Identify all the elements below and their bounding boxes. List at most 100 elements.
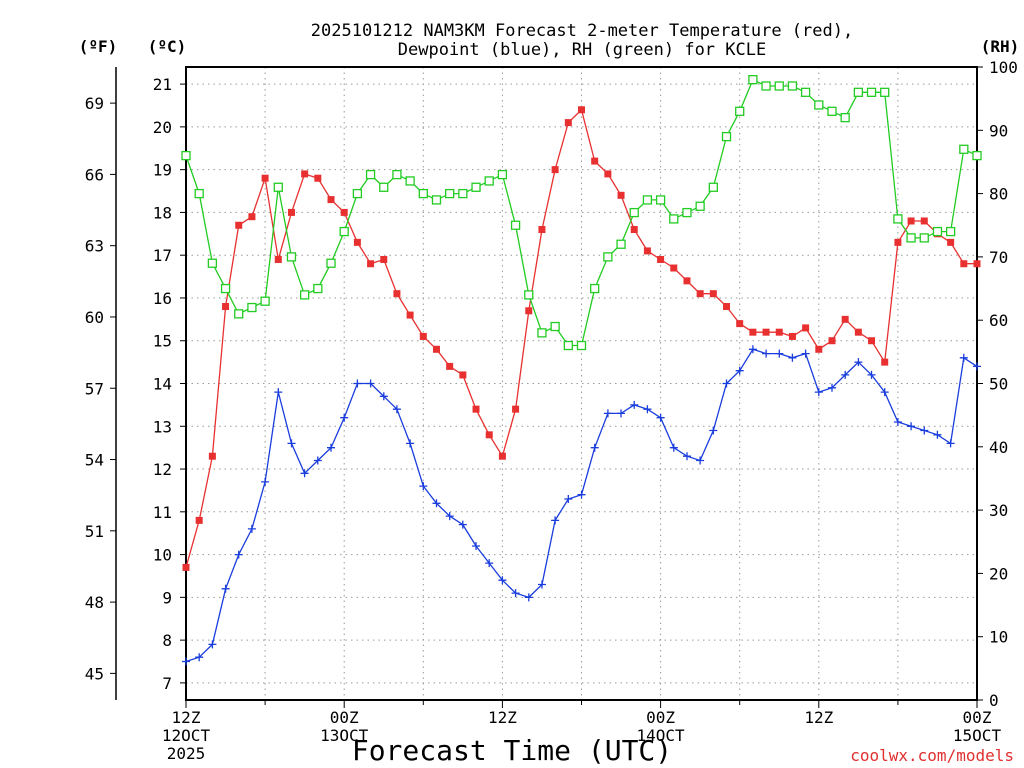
rh-point <box>603 252 613 262</box>
rh-point <box>959 144 969 154</box>
rh-tick-label: 60 <box>989 311 1008 330</box>
dewpoint-point <box>775 349 784 358</box>
rh-point <box>234 309 244 319</box>
dewpoint-point <box>828 383 836 392</box>
dewpoint-point <box>933 430 942 439</box>
dewpoint-point <box>432 499 441 508</box>
2-meter-temperature-point <box>340 208 348 216</box>
dewpoint-point <box>379 392 388 401</box>
time-label-line1: 12Z <box>804 708 833 727</box>
2-meter-temperature-point <box>736 320 744 328</box>
celsius-tick-label: 10 <box>153 546 172 565</box>
2-meter-temperature-point <box>274 255 282 263</box>
dewpoint-point <box>722 379 731 388</box>
2-meter-temperature-point <box>907 217 915 225</box>
rh-point <box>497 169 508 180</box>
celsius-axis-unit: (ºC) <box>148 37 187 56</box>
rh-point <box>194 188 204 199</box>
fahrenheit-tick-label: 48 <box>85 593 104 612</box>
rh-point <box>945 226 956 237</box>
2-meter-temperature-point <box>195 516 203 524</box>
rh-tick-label: 10 <box>989 628 1008 647</box>
rh-axis-ticks: 0 10 20 30 40 50 60 70 80 90 100 <box>977 58 1018 710</box>
dewpoint-point <box>973 362 981 371</box>
2-meter-temperature-point <box>657 255 665 263</box>
rh-point <box>748 75 758 85</box>
rh-point <box>972 150 982 161</box>
rh-point <box>445 188 455 199</box>
rh-tick-label: 20 <box>989 564 1008 583</box>
rh-point <box>563 340 573 351</box>
dewpoint-point <box>893 418 902 426</box>
rh-point <box>471 182 481 192</box>
rh-point <box>260 296 270 306</box>
2-meter-temperature-point <box>920 217 928 225</box>
time-label-line2: 13OCT <box>320 726 369 745</box>
time-label-line2: 15OCT <box>953 726 1002 745</box>
2-meter-temperature-point <box>538 226 546 234</box>
time-label-line1: 12Z <box>488 708 517 727</box>
2-meter-temperature-point <box>881 358 889 366</box>
2-meter-temperature-point <box>578 106 585 114</box>
2-meter-temperature-point <box>802 324 810 332</box>
rh-point <box>590 283 600 294</box>
rh-point <box>352 188 363 199</box>
2-meter-temperature-point <box>670 264 678 272</box>
2-meter-temperature-point <box>960 260 968 268</box>
dewpoint-point <box>287 439 296 448</box>
dewpoint-point <box>313 456 322 465</box>
rh-axis-unit: (RH) <box>981 37 1020 56</box>
2-meter-temperature-point <box>406 311 414 319</box>
rh-point <box>866 87 877 97</box>
rh-point <box>814 100 824 110</box>
2-meter-temperature-point <box>643 247 651 255</box>
rh-point <box>787 81 798 91</box>
rh-tick-label: 30 <box>989 501 1008 520</box>
dewpoint-point <box>841 370 850 379</box>
celsius-tick-label: 7 <box>162 674 172 693</box>
rh-point <box>181 150 191 161</box>
dewpoint-point <box>814 388 823 397</box>
dewpoint-point <box>392 405 401 414</box>
2-meter-temperature-point <box>749 328 757 336</box>
rh-point <box>392 169 402 180</box>
time-label-line3: 2025 <box>167 744 206 763</box>
fahrenheit-tick-label: 54 <box>85 451 104 470</box>
rh-point <box>721 131 732 142</box>
celsius-tick-label: 19 <box>153 161 172 180</box>
dewpoint-point <box>458 520 467 529</box>
rh-point <box>774 81 784 91</box>
celsius-tick-label: 14 <box>153 375 172 394</box>
2-meter-temperature-point <box>894 238 902 246</box>
2-meter-temperature-point <box>367 260 375 268</box>
celsius-tick-label: 20 <box>153 118 172 137</box>
2-meter-temperature-point <box>868 337 876 345</box>
2-meter-temperature-point <box>854 328 862 336</box>
rh-point <box>708 182 718 192</box>
time-label-line2: 14OCT <box>637 726 686 745</box>
celsius-tick-label: 9 <box>162 588 172 607</box>
rh-point <box>339 226 349 237</box>
dewpoint-point <box>748 345 757 354</box>
celsius-tick-label: 12 <box>153 460 172 479</box>
time-label-line1: 12Z <box>172 708 201 727</box>
dewpoint-point <box>353 379 362 388</box>
2-meter-temperature-point <box>815 345 823 353</box>
dewpoint-point <box>300 469 309 478</box>
2-meter-temperature-point <box>182 563 190 571</box>
dewpoint-point <box>208 640 217 649</box>
rh-point <box>365 169 376 180</box>
rh-point <box>299 290 310 300</box>
rh-point <box>524 290 534 300</box>
rh-point <box>761 81 771 91</box>
2-meter-temperature-point <box>353 238 361 246</box>
dewpoint-point <box>261 477 270 486</box>
source-credit: coolwx.com/models <box>850 746 1014 765</box>
rh-tick-label: 0 <box>989 691 999 710</box>
rh-point <box>616 239 626 249</box>
2-meter-temperature-point <box>947 238 955 246</box>
dewpoint-point <box>445 512 454 521</box>
rh-tick-label: 70 <box>989 248 1008 267</box>
dewpoint-point <box>880 388 889 397</box>
2-meter-temperature-point <box>696 290 704 298</box>
